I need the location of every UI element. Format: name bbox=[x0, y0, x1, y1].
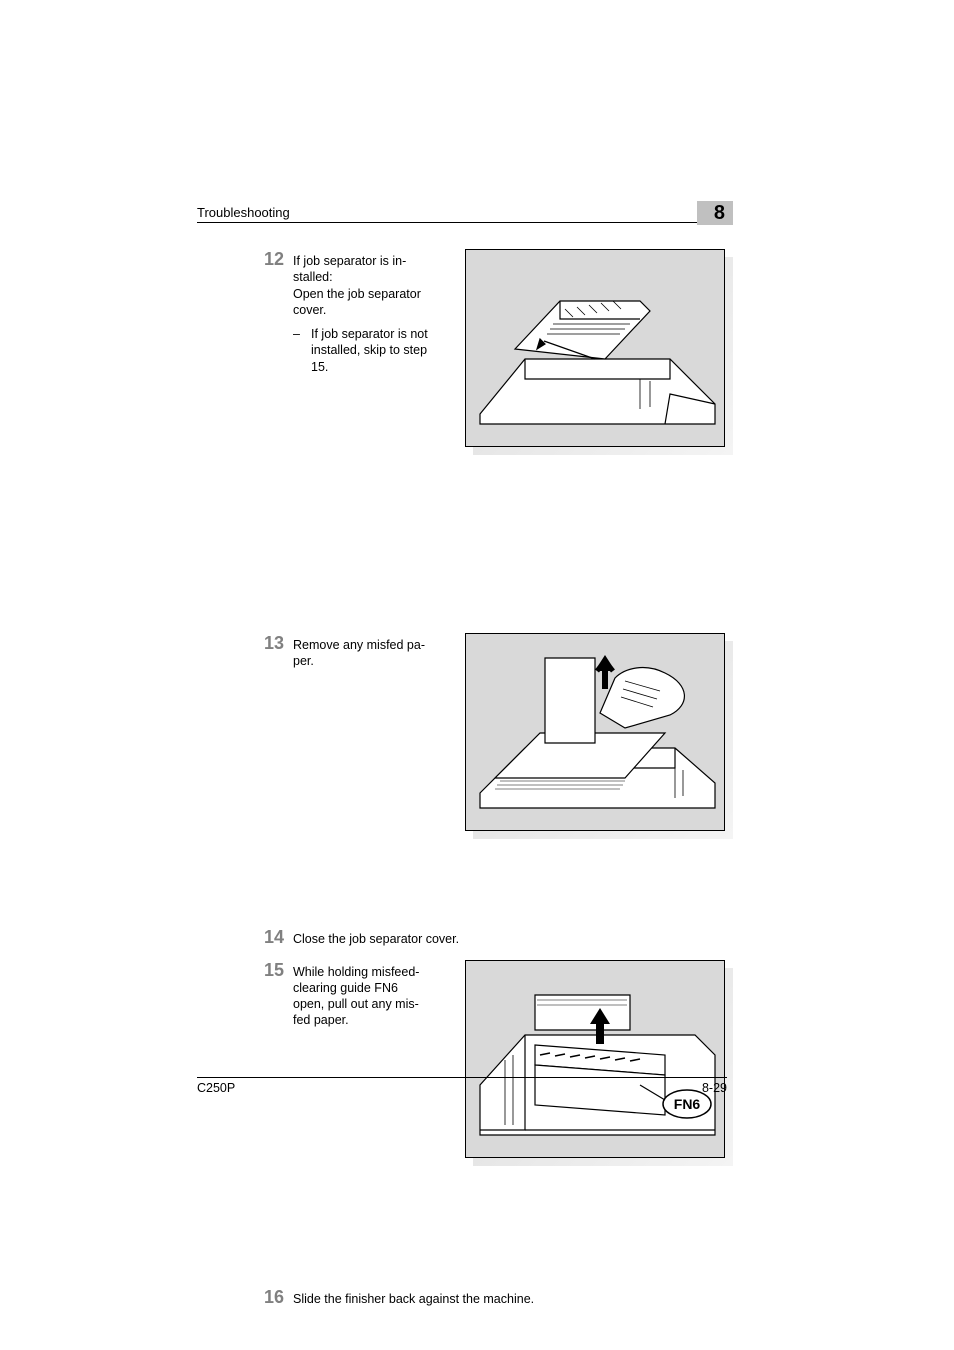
step-text: Slide the finisher back against the mach… bbox=[293, 1291, 713, 1307]
remove-paper-icon bbox=[465, 633, 725, 831]
illustration-step-15: FN6 bbox=[465, 960, 725, 1158]
chapter-badge: 8 bbox=[697, 201, 733, 225]
step-15: 15 While holding misfeed- clearing guide… bbox=[197, 964, 727, 1029]
step-16: 16 Slide the finisher back against the m… bbox=[197, 1291, 727, 1307]
illustration-step-12 bbox=[465, 249, 725, 447]
page-footer: C250P 8-29 bbox=[197, 1077, 727, 1095]
step-text: Remove any misfed pa- per. bbox=[293, 637, 453, 670]
section-title: Troubleshooting bbox=[197, 205, 290, 220]
footer-page-number: 8-29 bbox=[702, 1081, 727, 1095]
step-14: 14 Close the job separator cover. bbox=[197, 931, 727, 947]
step-text: Close the job separator cover. bbox=[293, 931, 713, 947]
step-number: 13 bbox=[252, 633, 284, 654]
step-number: 12 bbox=[252, 249, 284, 270]
chapter-number: 8 bbox=[714, 202, 725, 225]
page-header: Troubleshooting bbox=[197, 205, 727, 223]
footer-model: C250P bbox=[197, 1081, 235, 1095]
step-13: 13 Remove any misfed pa- per. bbox=[197, 637, 727, 670]
step-number: 14 bbox=[252, 927, 284, 948]
step-text: If job separator is in- stalled: Open th… bbox=[293, 253, 453, 375]
step-text: While holding misfeed- clearing guide FN… bbox=[293, 964, 453, 1029]
step-number: 16 bbox=[252, 1287, 284, 1308]
fn6-guide-icon: FN6 bbox=[465, 960, 725, 1158]
step-sub-bullet: – If job separator is not installed, ski… bbox=[293, 326, 453, 375]
step-12: 12 If job separator is in- stalled: Open… bbox=[197, 253, 727, 375]
printer-cover-open-icon bbox=[465, 249, 725, 447]
illustration-step-13 bbox=[465, 633, 725, 831]
content-area: 12 If job separator is in- stalled: Open… bbox=[197, 253, 727, 1307]
step-number: 15 bbox=[252, 960, 284, 981]
svg-text:FN6: FN6 bbox=[674, 1096, 701, 1112]
